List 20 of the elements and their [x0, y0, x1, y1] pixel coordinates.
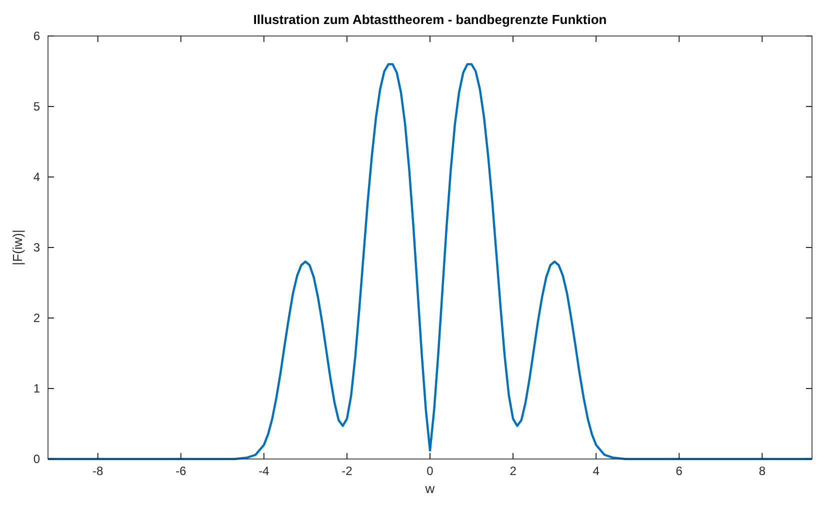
x-tick-label: 2	[510, 464, 517, 478]
x-tick-label: -2	[342, 464, 353, 478]
x-tick-label: -4	[258, 464, 270, 478]
y-axis-title: |F(iw)|	[10, 230, 25, 266]
x-axis-title: w	[424, 481, 436, 496]
y-tick-label: 4	[33, 170, 40, 184]
chart-title: Illustration zum Abtasttheorem - bandbegrenzte Funktion	[253, 12, 607, 27]
y-tick-label: 5	[33, 100, 40, 114]
y-tick-label: 2	[33, 311, 40, 325]
y-tick-label: 6	[33, 29, 40, 43]
x-tick-label: 6	[676, 464, 683, 478]
y-tick-label: 1	[33, 382, 40, 396]
x-tick-label: 0	[426, 464, 434, 478]
x-tick-label: 8	[758, 464, 766, 478]
y-tick-label: 0	[33, 452, 40, 466]
y-tick-label: 3	[33, 240, 40, 254]
x-tick-label: -6	[176, 464, 187, 478]
x-tick-label: -8	[92, 464, 104, 478]
line-series	[48, 63, 812, 460]
x-tick-label: 4	[592, 464, 600, 478]
